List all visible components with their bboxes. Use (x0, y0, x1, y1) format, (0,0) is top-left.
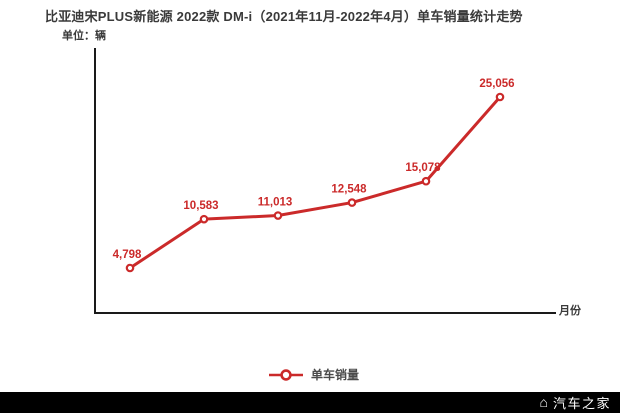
data-point-marker (421, 176, 431, 186)
footer-bar: ⌂ 汽车之家 (0, 392, 620, 413)
data-point-label: 25,056 (479, 78, 514, 90)
data-point-label: 11,013 (258, 197, 293, 209)
data-point-marker (125, 263, 135, 273)
autohome-logo-icon: ⌂ (539, 393, 548, 410)
unit-label: 单位：辆 (62, 30, 106, 42)
data-point-marker (347, 198, 357, 207)
data-point-marker (199, 214, 209, 224)
brand-wordmark: 汽车之家 (552, 396, 611, 411)
data-point-label: 12,548 (331, 184, 367, 196)
x-axis-label: 月份 (559, 305, 581, 317)
chart-title: 比亚迪宋PLUS新能源 2022款 DM-i（2021年11月-2022年4月）… (45, 9, 523, 24)
data-point-marker (273, 211, 283, 220)
data-point-label: 4,798 (113, 249, 142, 261)
legend-marker-icon (269, 368, 303, 381)
data-point-marker (495, 92, 505, 102)
legend: 单车销量 (268, 366, 359, 383)
data-point-label: 10,583 (183, 200, 218, 212)
legend-label: 单车销量 (311, 368, 360, 382)
sales-trend-line (128, 95, 502, 270)
data-point-label: 15,078 (405, 162, 441, 174)
